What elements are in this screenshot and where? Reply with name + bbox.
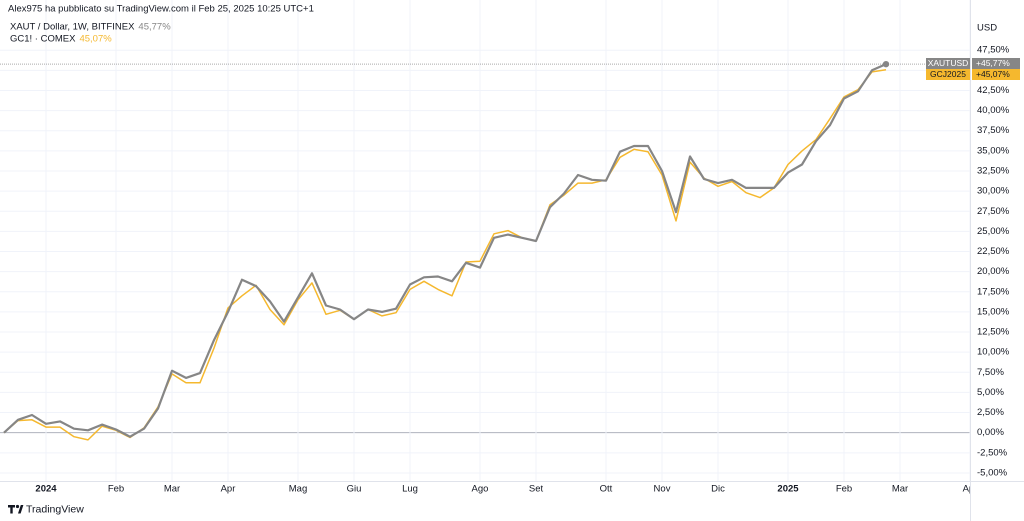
- x-axis: 2024 Feb Mar Apr Mag Giu Lug Ago Set Ott Nov Dic 202…: [35, 484, 978, 495]
- y-tick-label: 42,50%: [977, 85, 1010, 96]
- symbol-badge: [926, 69, 970, 80]
- legend-value: 45,77%: [138, 22, 171, 33]
- series-line: [3, 63, 887, 438]
- symbol-label: XAUTUSD: [928, 58, 969, 68]
- y-tick-label: 32,50%: [977, 166, 1010, 177]
- y-tick-label: 37,50%: [977, 125, 1010, 136]
- value-label: +45,77%: [976, 58, 1010, 68]
- x-tick-label: Mag: [289, 484, 307, 495]
- logo-shape: [18, 505, 24, 514]
- value-badge: [972, 69, 1020, 80]
- x-tick-label: Feb: [836, 484, 852, 495]
- y-tick-label: -5,00%: [977, 467, 1008, 478]
- x-tick-label: Lug: [402, 484, 418, 495]
- logo-shape: [15, 504, 20, 509]
- y-axis-label: USD: [977, 23, 997, 34]
- y-tick-label: 7,50%: [977, 367, 1004, 378]
- x-tick-label: Set: [529, 484, 544, 495]
- logo-shape: [8, 505, 15, 514]
- x-tick-label: 2025: [777, 484, 799, 495]
- x-tick-label: Dic: [711, 484, 725, 495]
- plot: [0, 60, 970, 441]
- x-tick-label: Giu: [347, 484, 362, 495]
- value-badge: [972, 58, 1020, 69]
- y-tick-label: 30,00%: [977, 186, 1010, 197]
- legend-name: GC1! · COMEX: [10, 34, 76, 45]
- symbol-label: GCJ2025: [930, 69, 966, 79]
- brand-logo: TradingView: [8, 503, 84, 515]
- header: Alex975 ha pubblicato su TradingView.com…: [8, 4, 314, 15]
- last-value-dot: [882, 60, 890, 68]
- legend-name: XAUT / Dollar, 1W, BITFINEX: [10, 22, 135, 33]
- y-tick-label: 40,00%: [977, 105, 1010, 116]
- x-tick-label: Mar: [164, 484, 180, 495]
- y-tick-label: 27,50%: [977, 206, 1010, 217]
- y-tick-label: 35,00%: [977, 145, 1010, 156]
- y-tick-label: 15,00%: [977, 306, 1010, 317]
- x-tick-label: 2024: [35, 484, 57, 495]
- y-tick-label: 20,00%: [977, 266, 1010, 277]
- series-line: [3, 69, 887, 441]
- x-tick-label: Feb: [108, 484, 124, 495]
- grid: [0, 0, 971, 481]
- x-tick-label: Mar: [892, 484, 908, 495]
- y-tick-label: 5,00%: [977, 387, 1004, 398]
- y-tick-label: 2,50%: [977, 407, 1004, 418]
- legend-value: 45,07%: [79, 34, 112, 45]
- brand: TradingView: [26, 503, 84, 515]
- symbol-badge: [926, 58, 970, 69]
- x-tick-label: Apr: [221, 484, 236, 495]
- y-tick-label: 12,50%: [977, 327, 1010, 338]
- y-tick-label: 22,50%: [977, 246, 1010, 257]
- y-tick-label: 17,50%: [977, 286, 1010, 297]
- y-tick-label: 47,50%: [977, 45, 1010, 56]
- x-tick-label: Nov: [654, 484, 671, 495]
- x-tick-label: Apr: [963, 484, 978, 495]
- y-tick-label: 25,00%: [977, 226, 1010, 237]
- x-tick-label: Ott: [600, 484, 613, 495]
- y-tick-label: 10,00%: [977, 347, 1010, 358]
- value-label: +45,07%: [976, 69, 1010, 79]
- y-tick-label: 0,00%: [977, 427, 1004, 438]
- x-tick-label: Ago: [472, 484, 489, 495]
- y-axis: -5,00% -2,50% 0,00% 2,50% 5,00% 7,50% 10,00% 12…: [977, 45, 1010, 479]
- y-tick-label: -2,50%: [977, 447, 1008, 458]
- legend: XAUT / Dollar, 1W, BITFINEX 45,77% GC1! · …: [10, 22, 171, 45]
